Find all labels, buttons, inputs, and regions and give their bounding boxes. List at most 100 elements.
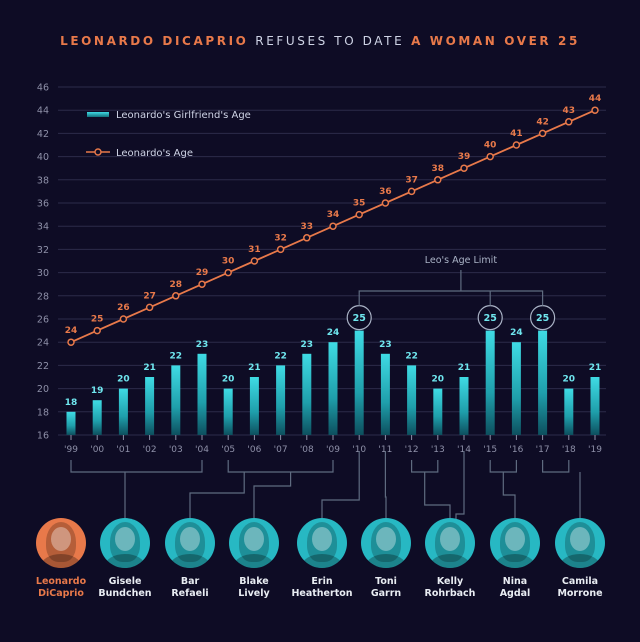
bar-value-label: 20 [563,375,576,385]
bar-value-label: 21 [458,363,471,373]
portrait-connector [189,472,245,520]
bar-value-label: 22 [170,351,183,361]
leo-age-label: 26 [117,303,130,313]
leo-age-point [276,245,285,254]
x-tick-label: '99 [64,445,78,455]
person-name: Erin Heatherton [289,576,355,600]
portrait-avatar [361,518,411,568]
portrait-shoulders [495,554,535,568]
portrait-head [51,527,71,551]
person-name: Gisele Bundchen [92,576,158,600]
leo-age-point [565,118,573,126]
x-tick-label: '13 [431,445,445,455]
leo-age-label: 39 [458,152,471,162]
age-limit-label: Leo's Age Limit [425,255,498,266]
person-last-name: Heatherton [291,588,353,599]
leo-age-point [172,292,180,300]
portrait-avatar [100,518,150,568]
girlfriend-age-bar [538,330,548,435]
x-tick-label: '01 [116,445,130,455]
leo-age-point [198,280,206,288]
x-tick-label: '17 [536,445,550,455]
person-last-name: Bundchen [98,588,152,599]
person-first-name: Erin [311,576,333,587]
leo-age-point [381,199,390,207]
bar-value-label: 23 [196,340,209,350]
portrait-head [115,527,135,551]
leo-age-point [67,338,75,346]
bar-value-label: 25 [536,313,549,324]
age-chart: 16 18 20 22 24 26 28 30 32 34 36 38 40 42 44 46 '99 '00 '0… [37,83,606,520]
y-tick-label: 18 [37,407,49,418]
person-first-name: Bar [180,576,200,587]
x-tick-label: '16 [509,445,523,455]
leo-age-label: 25 [91,315,104,325]
year-range-bracket [542,460,570,473]
leo-age-label: 40 [484,141,497,151]
person-first-name: Gisele [108,576,142,587]
portrait-head [376,527,396,551]
girlfriend-age-bar [276,365,286,435]
person-card: Nina Agdal [482,518,548,600]
person-card: Camila Morrone [547,518,613,600]
x-tick-label: '07 [274,445,288,455]
y-tick-label: 20 [37,384,49,395]
person-name: Camila Morrone [547,576,613,600]
bar-value-label: 24 [510,328,523,338]
portrait-avatar [36,518,86,568]
leo-age-label: 31 [248,245,261,255]
person-name: Leonardo DiCaprio [28,576,94,600]
portrait-avatar [555,518,605,568]
leo-age-label: 36 [379,187,392,197]
bar-value-label: 20 [222,375,235,385]
portrait-avatar [165,518,215,568]
girlfriend-age-bar [223,388,233,435]
portrait-connector [321,451,360,520]
portrait-shoulders [366,554,406,568]
leo-age-label: 24 [65,326,78,336]
y-tick-label: 38 [37,175,49,186]
girlfriend-age-bar [485,330,495,435]
portrait-head [505,527,525,551]
y-tick-label: 42 [37,129,49,140]
y-tick-label: 28 [37,291,49,302]
portrait-hair [500,522,530,562]
x-tick-label: '08 [300,445,314,455]
portrait-connector [384,451,387,520]
portrait-shoulders [41,554,81,568]
person-last-name: Lively [238,588,270,599]
portrait-avatar [490,518,540,568]
girlfriend-age-bar [407,365,417,435]
portrait-connector [424,472,451,520]
year-range-bracket [411,460,439,473]
leo-age-label: 42 [536,117,549,127]
x-tick-label: '06 [247,445,261,455]
bar-value-label: 22 [405,351,418,361]
portrait-hair [307,522,337,562]
portrait-connector [455,451,465,520]
girlfriend-age-bar [145,377,155,435]
portrait-hair [565,522,595,562]
leo-age-label: 32 [274,233,287,243]
person-first-name: Camila [561,576,599,587]
bar-value-label: 20 [117,375,130,385]
portrait-hair [110,522,140,562]
title-part-name: LEONARDO DICAPRIO [60,34,249,48]
portrait-connector [253,472,292,520]
girlfriend-age-bar [564,388,574,435]
y-tick-label: 26 [37,315,49,326]
leo-age-label: 37 [405,175,418,185]
leo-age-point [460,164,468,172]
x-tick-label: '05 [221,445,235,455]
portrait-connector [502,472,516,520]
portrait-shoulders [105,554,145,568]
person-name: Kelly Rohrbach [417,576,483,600]
x-tick-label: '02 [143,445,157,455]
leo-age-point [145,303,154,312]
y-tick-label: 34 [37,222,49,233]
person-name: Toni Garrn [353,576,419,600]
bar-value-label: 23 [379,340,392,350]
person-card: Bar Refaeli [157,518,223,600]
leo-age-point [224,268,232,277]
girlfriend-age-bar [354,330,364,435]
